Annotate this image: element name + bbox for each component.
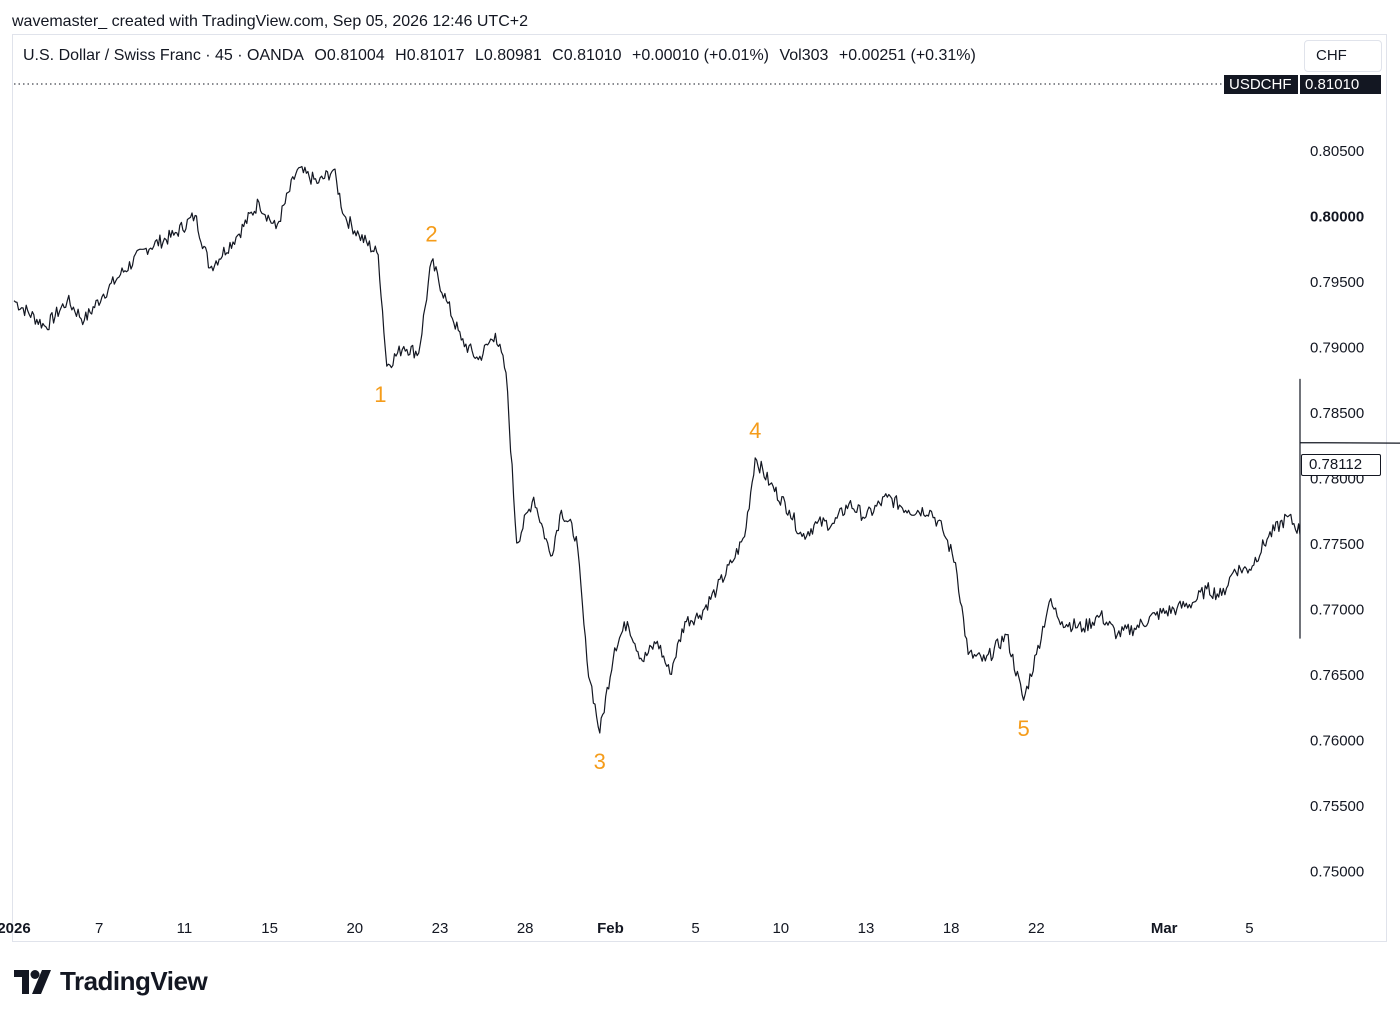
x-tick-label: 7: [95, 920, 103, 937]
y-tick-label: 0.76500: [1310, 667, 1364, 684]
chart-credit: wavemaster_ created with TradingView.com…: [12, 13, 528, 30]
wave-label-5: 5: [1017, 716, 1029, 741]
y-tick-label: 0.77500: [1310, 536, 1364, 553]
price-axis[interactable]: 0.805000.800000.795000.790000.785000.780…: [1310, 143, 1364, 881]
wave-labels: 1 2 3 4 5: [374, 221, 1030, 774]
y-tick-label: 0.78500: [1310, 405, 1364, 422]
x-tick-label: 10: [772, 920, 789, 937]
currency-button[interactable]: CHF: [1304, 40, 1382, 72]
high-value: H0.81017: [395, 47, 465, 64]
open-value: O0.81004: [314, 47, 385, 64]
x-tick-label: 22: [1028, 920, 1045, 937]
cursor-price-tag: 0.78112: [1301, 454, 1381, 476]
time-axis[interactable]: 2026 7 11 15 20 23 28 Feb 5 10 13 18 22 Mar 5: [0, 920, 1254, 937]
y-tick-label: 0.75000: [1310, 864, 1364, 881]
y-tick-label: 0.80500: [1310, 143, 1364, 160]
x-tick-label: 11: [177, 920, 193, 937]
tradingview-logo[interactable]: TradingView: [14, 966, 208, 997]
x-tick-label: 5: [1245, 920, 1253, 937]
x-tick-label: 20: [346, 920, 363, 937]
chart-frame: [12, 34, 1387, 942]
wave-label-4: 4: [749, 418, 761, 443]
y-tick-label: 0.80000: [1310, 209, 1364, 226]
x-tick-label: 15: [261, 920, 278, 937]
last-price-tag: 0.81010: [1300, 75, 1381, 94]
low-value: L0.80981: [474, 47, 542, 64]
x-tick-label: 13: [858, 920, 875, 937]
y-tick-label: 0.75500: [1310, 798, 1364, 815]
wave-label-3: 3: [594, 749, 606, 774]
wave-label-2: 2: [425, 221, 437, 246]
wave-label-1: 1: [374, 382, 386, 407]
y-tick-label: 0.79000: [1310, 340, 1364, 357]
change-value: +0.00010 (+0.01%): [632, 47, 770, 64]
y-tick-label: 0.77000: [1310, 602, 1364, 619]
volume-value: Vol303: [779, 47, 829, 64]
symbol-price-tag: USDCHF: [1224, 75, 1298, 94]
close-value: C0.81010: [552, 47, 622, 64]
symbol-title[interactable]: U.S. Dollar / Swiss Franc · 45 · OANDA: [23, 47, 304, 64]
price-series-line: [13, 165, 1400, 734]
y-tick-label: 0.76000: [1310, 733, 1364, 750]
y-tick-label: 0.79500: [1310, 274, 1364, 291]
x-tick-label: 5: [691, 920, 699, 937]
volume-change-value: +0.00251 (+0.31%): [838, 47, 976, 64]
x-tick-label: 23: [432, 920, 449, 937]
x-tick-label: 28: [517, 920, 534, 937]
x-tick-label: Feb: [597, 920, 624, 937]
x-tick-label: 2026: [0, 920, 31, 937]
x-tick-label: 18: [943, 920, 960, 937]
symbol-legend: U.S. Dollar / Swiss Franc · 45 · OANDA O…: [23, 47, 982, 65]
x-tick-label: Mar: [1151, 920, 1178, 937]
tradingview-logo-text: TradingView: [60, 966, 208, 996]
tradingview-logo-icon: [14, 969, 51, 994]
